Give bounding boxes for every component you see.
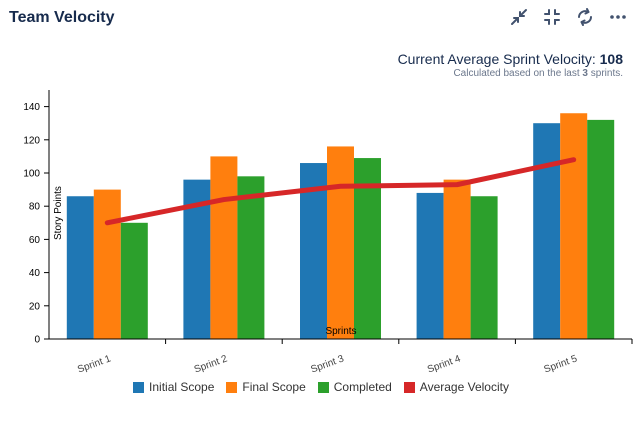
legend-item-average-velocity[interactable]: Average Velocity (403, 380, 509, 394)
bar-initial-scope (66, 196, 94, 339)
more-icon[interactable] (608, 6, 628, 28)
average-velocity-line (104, 157, 577, 226)
x-tick-label: Sprint 1 (76, 353, 113, 375)
velocity-label: Current Average Sprint Velocity: (397, 51, 600, 67)
bar-completed (237, 176, 265, 339)
minimize-arrows-icon[interactable] (509, 6, 529, 28)
x-tick-label: Sprint 3 (309, 353, 346, 375)
bar-final-scope (327, 146, 354, 339)
collapse-icon[interactable] (542, 6, 562, 28)
chart-legend: Initial Scope Final Scope Completed Average… (0, 380, 642, 394)
legend-label: Final Scope (242, 380, 306, 394)
y-tick-label: 20 (29, 301, 41, 312)
velocity-note-count: 3 (582, 68, 588, 79)
bar-completed (587, 119, 615, 339)
legend-swatch (226, 381, 238, 393)
legend-item-completed[interactable]: Completed (317, 380, 392, 394)
page-title: Team Velocity (9, 9, 115, 26)
y-tick-label: 140 (23, 102, 40, 113)
bar-completed (470, 196, 498, 339)
x-tick-label: Sprint 5 (543, 353, 580, 375)
legend-swatch (403, 381, 415, 393)
bar-initial-scope (416, 192, 444, 339)
bar-final-scope (560, 113, 588, 340)
velocity-note: Calculated based on the last 3 sprints. (398, 68, 623, 79)
legend-label: Completed (333, 380, 392, 394)
x-tick-label: Sprint 4 (426, 353, 463, 375)
x-axis-label: Sprints (325, 326, 356, 337)
y-tick-label: 100 (23, 169, 40, 180)
bar-final-scope (210, 156, 238, 339)
velocity-note-suffix: sprints. (587, 68, 623, 79)
legend-item-initial-scope[interactable]: Initial Scope (133, 380, 214, 394)
bar-final-scope (93, 189, 121, 339)
y-axis-label: Story Points (53, 186, 64, 240)
y-tick-label: 80 (29, 202, 41, 213)
bar-final-scope (443, 179, 471, 339)
velocity-value: 108 (599, 51, 623, 67)
legend-swatch (133, 381, 145, 393)
velocity-summary-line: Current Average Sprint Velocity: 108 (398, 51, 623, 67)
bar-initial-scope (533, 123, 561, 339)
y-tick-label: 0 (34, 335, 40, 346)
bar-completed (120, 222, 148, 339)
legend-item-final-scope[interactable]: Final Scope (226, 380, 306, 394)
legend-swatch (317, 381, 329, 393)
legend-label: Average Velocity (419, 380, 509, 394)
y-tick-label: 40 (29, 268, 41, 279)
widget-toolbar (509, 6, 628, 28)
legend-label: Initial Scope (149, 380, 215, 394)
y-tick-label: 120 (23, 135, 40, 146)
velocity-summary: Current Average Sprint Velocity: 108 Cal… (398, 51, 623, 79)
x-tick-label: Sprint 2 (193, 353, 230, 375)
velocity-note-prefix: Calculated based on the last (453, 68, 583, 79)
y-tick-label: 60 (29, 235, 41, 246)
refresh-icon[interactable] (575, 6, 595, 28)
